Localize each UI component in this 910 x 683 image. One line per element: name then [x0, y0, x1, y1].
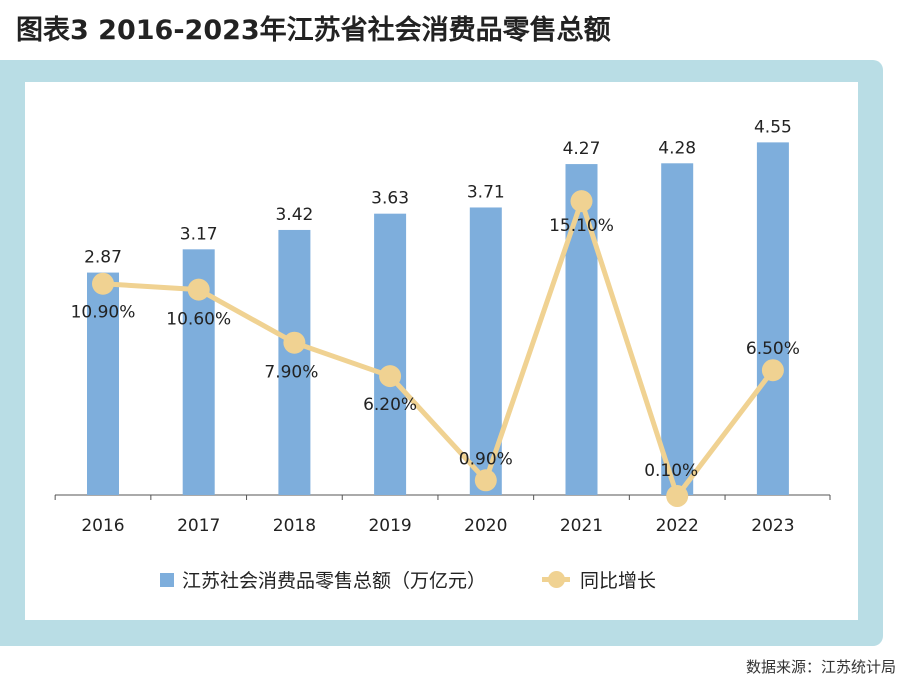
growth-value-label: 10.90%	[71, 303, 136, 323]
growth-value-label: 15.10%	[549, 216, 614, 236]
growth-value-label: 7.90%	[264, 363, 318, 383]
growth-point	[570, 190, 593, 213]
x-tick-label: 2021	[560, 516, 603, 536]
growth-line	[102, 198, 775, 499]
growth-point	[474, 469, 497, 492]
chart-frame	[0, 60, 883, 646]
growth-value-label: 0.10%	[644, 461, 698, 481]
bar	[87, 272, 119, 495]
growth-value-label: 0.90%	[459, 449, 513, 469]
legend-bar-label: 江苏社会消费品零售总额（万亿元）	[182, 570, 487, 592]
x-tick-label: 2017	[177, 516, 220, 536]
growth-point	[761, 359, 784, 382]
growth-value-label: 6.50%	[746, 339, 800, 359]
x-tick-label: 2020	[464, 516, 507, 536]
growth-value-label: 6.20%	[363, 395, 417, 415]
growth-point	[283, 331, 306, 354]
legend-bar-swatch	[160, 572, 174, 587]
bar	[661, 163, 694, 496]
legend-line-swatch	[542, 571, 571, 588]
growth-point	[92, 272, 114, 295]
bar-value-label: 4.28	[658, 138, 696, 158]
chart-title: 图表3 2016-2023年江苏省社会消费品零售总额	[16, 15, 611, 46]
plot-area	[25, 82, 858, 620]
growth-value-label: 10.60%	[166, 310, 231, 330]
legend-line-label: 同比增长	[580, 570, 657, 592]
growth-point	[379, 365, 402, 388]
bar-value-label: 3.71	[467, 182, 505, 202]
bar-value-label: 4.27	[563, 139, 601, 159]
growth-point	[187, 278, 210, 301]
bar	[756, 142, 789, 495]
legend: 江苏社会消费品零售总额（万亿元） 同比增长	[160, 566, 656, 593]
bar-value-label: 3.17	[180, 224, 218, 244]
x-tick-label: 2016	[81, 516, 124, 536]
bar	[278, 229, 311, 495]
x-tick-label: 2023	[751, 516, 794, 536]
bar-value-label: 2.87	[84, 248, 122, 268]
x-tick-label: 2022	[656, 516, 699, 536]
data-source: 数据来源：江苏统计局	[745, 658, 896, 676]
x-tick-label: 2018	[273, 516, 316, 536]
growth-point	[666, 485, 689, 508]
bar-value-label: 3.63	[371, 189, 409, 209]
bar-value-label: 3.42	[275, 205, 313, 225]
bar	[374, 213, 407, 496]
bar	[565, 164, 598, 495]
x-tick-label: 2019	[368, 516, 411, 536]
bar-value-label: 4.55	[754, 117, 792, 137]
